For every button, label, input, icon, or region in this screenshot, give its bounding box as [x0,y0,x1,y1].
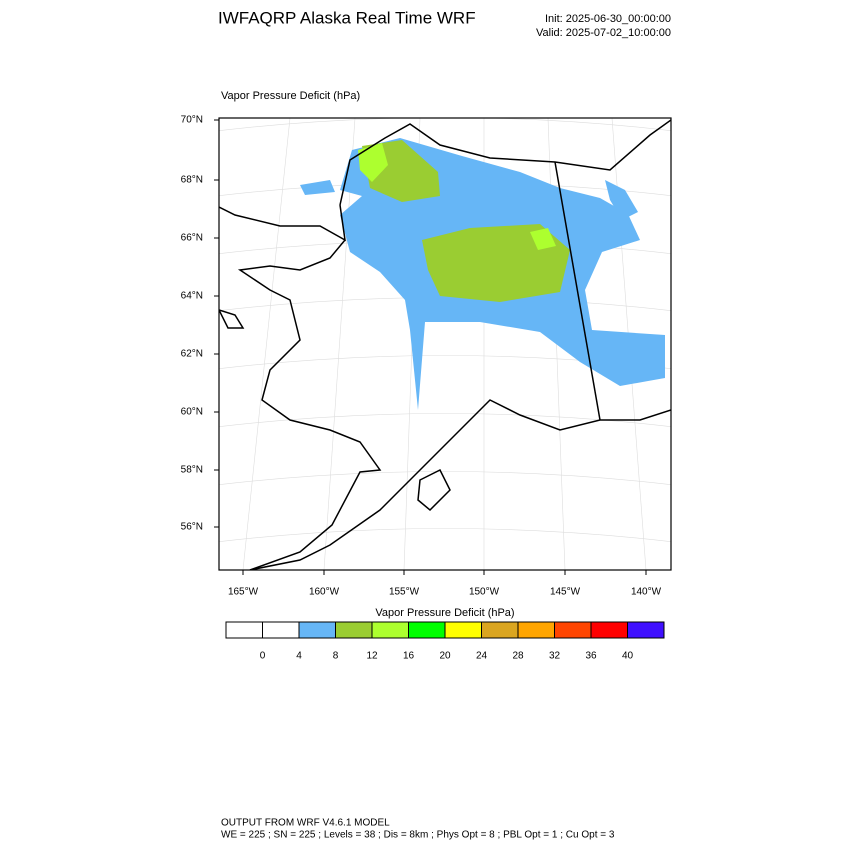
colorbar-box [371,621,409,639]
lon-label: 165°W [228,587,259,598]
colorbar-box [444,621,482,639]
lat-label: 68°N [181,175,203,186]
colorbar-tick-label: 24 [476,651,488,662]
colorbar-tick-label: 12 [366,651,378,662]
colorbar-box [481,621,519,639]
colorbar-box [225,621,263,639]
title: IWFAQRP Alaska Real Time WRF [218,8,476,27]
colorbar-box [517,621,555,639]
colorbar-tick-label: 40 [622,651,634,662]
colorbar-box [590,621,628,639]
colorbar-tick-label: 28 [512,651,524,662]
border [554,161,601,421]
lon-label: 145°W [550,587,581,598]
lat-label: 66°N [181,233,203,244]
footer-line: WE = 225 ; SN = 225 ; Levels = 38 ; Dis … [221,830,615,841]
coastline [219,119,671,570]
lon-label: 150°W [469,587,500,598]
vpd-field [300,138,665,410]
lon-label: 140°W [631,587,662,598]
colorbar-title: Vapor Pressure Deficit (hPa) [375,607,514,619]
colorbar-tick-label: 32 [549,651,561,662]
lat-label: 56°N [181,522,203,533]
map-title: Vapor Pressure Deficit (hPa) [221,90,360,102]
colorbar-box [554,621,592,639]
lat-label: 70°N [181,115,203,126]
valid-time: Valid: 2025-07-02_10:00:00 [536,27,671,39]
colorbar-box [627,621,665,639]
footer-line: OUTPUT FROM WRF V4.6.1 MODEL [221,818,390,829]
init-time: Init: 2025-06-30_00:00:00 [545,13,671,25]
lat-label: 58°N [181,465,203,476]
colorbar-tick-label: 20 [439,651,451,662]
colorbar-tick-label: 36 [585,651,597,662]
colorbar-tick-label: 8 [333,651,339,662]
map-area [219,118,671,570]
lon-label: 155°W [389,587,420,598]
map-frame [218,117,672,571]
lat-label: 62°N [181,349,203,360]
colorbar-tick-label: 0 [260,651,266,662]
colorbar-box [298,621,336,639]
colorbar-tick-label: 4 [296,651,302,662]
colorbar-box [408,621,446,639]
lat-label: 60°N [181,407,203,418]
lat-label: 64°N [181,291,203,302]
colorbar-tick-label: 16 [403,651,415,662]
colorbar-box [335,621,373,639]
lon-label: 160°W [309,587,340,598]
colorbar-box [262,621,300,639]
